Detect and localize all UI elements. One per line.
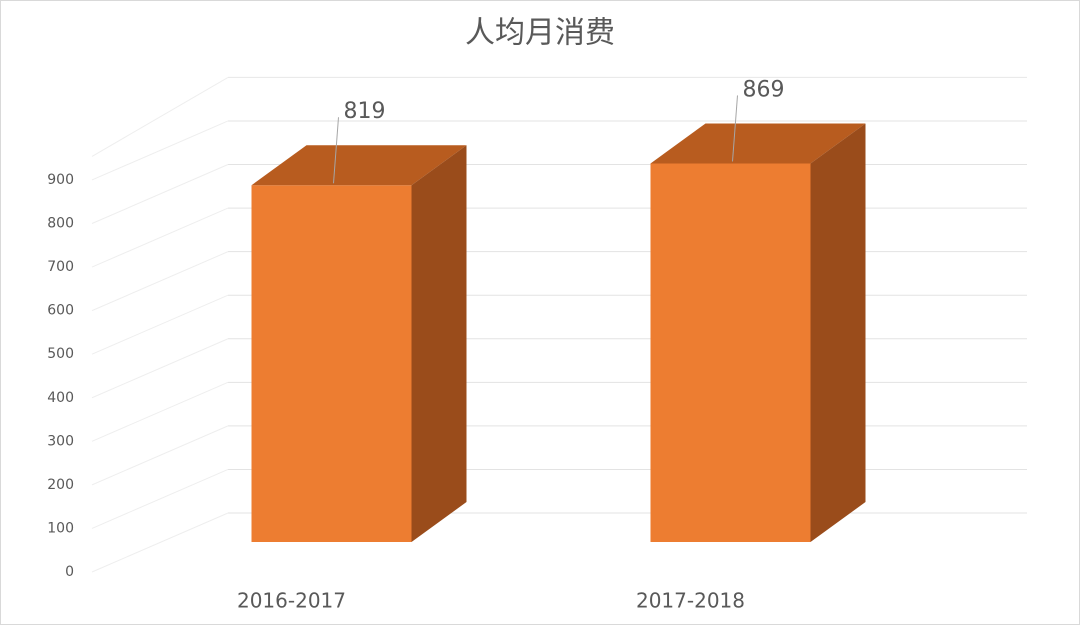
grid-line [91, 120, 229, 181]
x-tick-label: 2017-2018 [636, 589, 745, 613]
x-tick-label: 2016-2017 [237, 589, 346, 613]
y-tick-label: 900 [47, 172, 74, 188]
grid-line [91, 381, 229, 442]
grid-line [91, 468, 229, 529]
y-tick-label: 100 [47, 520, 74, 536]
grid-line [91, 512, 229, 573]
y-tick-label: 200 [47, 477, 74, 493]
y-tick-label: 700 [47, 259, 74, 275]
grid-line [91, 251, 229, 312]
grid-line [91, 338, 229, 399]
grid-line [91, 425, 229, 486]
leader-line [732, 95, 738, 162]
bar-top [251, 145, 467, 186]
y-tick-label: 500 [47, 346, 74, 362]
chart-title: 人均月消费 [465, 16, 615, 51]
bar [650, 163, 811, 542]
y-tick-label: 300 [47, 433, 74, 449]
y-tick-label: 400 [47, 390, 74, 406]
bar [251, 185, 412, 543]
grid-line [91, 207, 229, 268]
grid-line [91, 164, 229, 224]
bar-side [411, 145, 467, 543]
grid-line [91, 294, 229, 355]
wall-edge [91, 76, 229, 157]
data-label: 819 [344, 99, 386, 124]
leader-line [333, 117, 339, 184]
y-tick-label: 600 [47, 303, 74, 319]
y-tick-label: 0 [65, 564, 74, 580]
y-tick-label: 800 [47, 216, 74, 232]
data-label: 869 [743, 77, 785, 102]
bar-side [810, 123, 866, 543]
bar-top [650, 123, 866, 164]
